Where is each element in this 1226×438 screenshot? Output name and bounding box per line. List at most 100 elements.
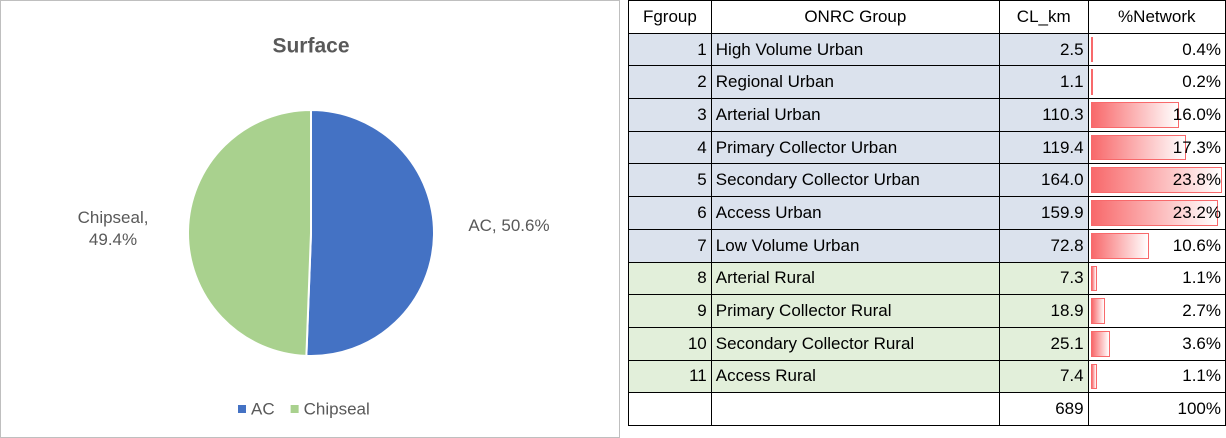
table-row: 4 Primary Collector Urban 119.4 17.3% [628, 130, 1226, 165]
data-bar [1090, 102, 1179, 128]
data-bar [1090, 232, 1149, 259]
cell-text: 3.6% [1182, 333, 1221, 353]
data-bar [1090, 363, 1097, 390]
cell-text: 110.3 [1042, 104, 1084, 124]
data-bar [1090, 265, 1097, 292]
table-cell [710, 392, 1000, 426]
legend-label: Chipseal [304, 399, 370, 418]
pie-slice [187, 108, 312, 357]
legend-label: AC [251, 399, 275, 418]
table-cell: 119.4 [998, 130, 1089, 165]
table-cell: 3.6% [1087, 326, 1226, 361]
cell-text: 159.9 [1041, 202, 1084, 222]
table-cell: 16.0% [1087, 98, 1226, 132]
cell-text: Regional Urban [715, 72, 834, 92]
cell-text: 7 [697, 235, 707, 255]
cell-text: 16.0% [1172, 104, 1221, 124]
data-bar [1090, 69, 1093, 96]
cell-text: Secondary Collector Urban [715, 170, 920, 190]
table-cell: 9 [628, 294, 712, 328]
table-cell: 6 [628, 196, 712, 230]
cell-text: 1.1 [1059, 72, 1084, 92]
table-cell: 5 [628, 163, 712, 198]
table-cell: 689 [998, 392, 1089, 426]
pie-slice [305, 108, 435, 357]
cell-text: 119.4 [1042, 137, 1084, 157]
total-row: 689 100% [628, 392, 1226, 426]
table-cell: Secondary Collector Urban [710, 163, 1000, 198]
data-bar [1090, 134, 1186, 161]
table-cell: 2.7% [1087, 294, 1226, 328]
table-cell: 23.8% [1087, 163, 1226, 198]
cell-text: Low Volume Urban [715, 235, 860, 255]
table-row: 10 Secondary Collector Rural 25.1 3.6% [628, 326, 1226, 361]
table-cell: 3 [628, 98, 712, 132]
cell-text: Primary Collector Rural [715, 301, 892, 321]
table-cell: Access Rural [710, 359, 1000, 394]
cell-text: 8 [697, 268, 707, 288]
table-cell: 7.3 [998, 261, 1089, 296]
cell-text: 0.4% [1182, 39, 1221, 59]
table-cell: 8 [628, 261, 712, 296]
chart: Surface AC Chipseal [187, 35, 435, 418]
cell-text: 164.0 [1041, 170, 1084, 190]
table-row: 11 Access Rural 7.4 1.1% [628, 359, 1226, 394]
cell-text: 2.5 [1059, 39, 1084, 59]
cell-text: 72.8 [1050, 235, 1084, 255]
table-cell: 7 [628, 228, 712, 263]
table-cell: Low Volume Urban [710, 228, 1000, 263]
data-bar [1090, 167, 1222, 194]
header-cell: Fgroup [628, 0, 712, 34]
table-row: 6 Access Urban 159.9 23.2% [628, 196, 1226, 230]
chart-title: Surface [272, 35, 349, 58]
table-cell: 159.9 [998, 196, 1089, 230]
table-cell: 7.4 [998, 359, 1089, 394]
cell-text: 5 [697, 170, 707, 190]
data-bar [1090, 36, 1093, 63]
table-cell: 23.2% [1087, 196, 1226, 230]
table-row: 5 Secondary Collector Urban 164.0 23.8% [628, 163, 1226, 198]
data-label: Chipseal, 49.4% [77, 208, 149, 250]
cell-text: 1.1% [1182, 268, 1221, 288]
table-cell: 1 [628, 32, 712, 67]
cell-text: 4 [697, 137, 707, 157]
table-cell: 100% [1087, 392, 1226, 426]
cell-text: High Volume Urban [715, 39, 864, 59]
cell-text: Primary Collector Urban [715, 137, 898, 157]
table-cell: Primary Collector Urban [710, 130, 1000, 165]
table-cell: Secondary Collector Rural [710, 326, 1000, 361]
header-cell: %Network [1087, 0, 1226, 34]
cell-text: 25.1 [1050, 333, 1084, 353]
table-cell: 10 [628, 326, 712, 361]
table-row: 8 Arterial Rural 7.3 1.1% [628, 261, 1226, 296]
table-cell [628, 392, 712, 426]
table-cell: 0.2% [1087, 65, 1226, 100]
table-row: 1 High Volume Urban 2.5 0.4% [628, 32, 1226, 67]
cell-text: 6 [697, 202, 707, 222]
cell-text: 7.3 [1059, 268, 1084, 288]
cell-text: 3 [697, 104, 707, 124]
table-cell: 25.1 [998, 326, 1089, 361]
cell-text: 10 [687, 333, 707, 353]
table-cell: 1.1 [998, 65, 1089, 100]
cell-text: 18.9 [1050, 301, 1084, 321]
table-cell: 10.6% [1087, 228, 1226, 263]
table-cell: Regional Urban [710, 65, 1000, 100]
data-bar [1090, 200, 1219, 226]
cell-text: 1 [697, 39, 707, 59]
cell-text: Secondary Collector Rural [715, 333, 915, 353]
table-cell: 4 [628, 130, 712, 165]
cell-text: 0.2% [1182, 72, 1221, 92]
legend-swatch [238, 405, 246, 413]
cell-text: Access Urban [715, 202, 822, 222]
table-cell: Access Urban [710, 196, 1000, 230]
cell-text: 2 [697, 72, 707, 92]
cell-text: 23.2% [1172, 202, 1221, 222]
table-cell: 0.4% [1087, 32, 1226, 67]
table-cell: Primary Collector Rural [710, 294, 1000, 328]
table-cell: 2 [628, 65, 712, 100]
table-cell: Arterial Urban [710, 98, 1000, 132]
data-bar [1090, 298, 1106, 324]
table-cell: 110.3 [998, 98, 1089, 132]
